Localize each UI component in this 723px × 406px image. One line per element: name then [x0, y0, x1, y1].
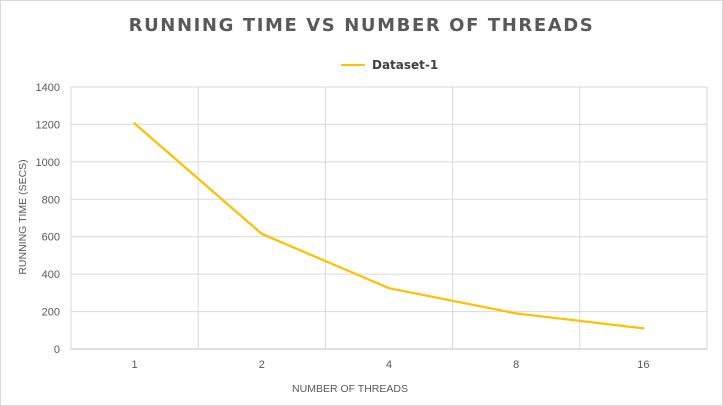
- series-layer: [133, 122, 645, 330]
- y-tick-label: 1000: [36, 157, 60, 169]
- y-tick-label: 1400: [36, 82, 60, 94]
- y-tick-label: 800: [42, 194, 60, 206]
- axis-layer: 0 200 400 600 800 1000 1200 1400 1 2 4 8 16: [36, 82, 707, 371]
- x-tick-label: 4: [386, 359, 392, 371]
- y-tick-label: 1200: [36, 119, 60, 131]
- y-tick-label: 200: [42, 307, 60, 319]
- grid-layer: [70, 86, 708, 349]
- x-tick-label: 16: [637, 359, 649, 371]
- legend-label-dataset-1: Dataset-1: [372, 58, 439, 72]
- series-line-dataset-1: [133, 122, 645, 330]
- y-axis-title: RUNNING TIME (SECS): [17, 159, 29, 274]
- y-tick-label: 600: [42, 232, 60, 244]
- x-tick-label: 8: [513, 359, 519, 371]
- legend: Dataset-1: [341, 58, 438, 72]
- data-point: [260, 232, 263, 236]
- legend-swatch-dataset-1: [341, 64, 365, 66]
- x-tick-label: 1: [132, 359, 138, 371]
- x-axis-title: NUMBER OF THREADS: [292, 383, 408, 395]
- y-tick-label: 0: [54, 344, 60, 356]
- data-point: [515, 312, 518, 315]
- x-tick-label: 2: [259, 359, 265, 371]
- chart-title: RUNNING TIME VS NUMBER OF THREADS: [128, 15, 595, 36]
- data-point: [642, 327, 645, 330]
- data-point: [387, 286, 391, 290]
- y-tick-label: 400: [42, 269, 60, 281]
- data-point: [133, 122, 136, 125]
